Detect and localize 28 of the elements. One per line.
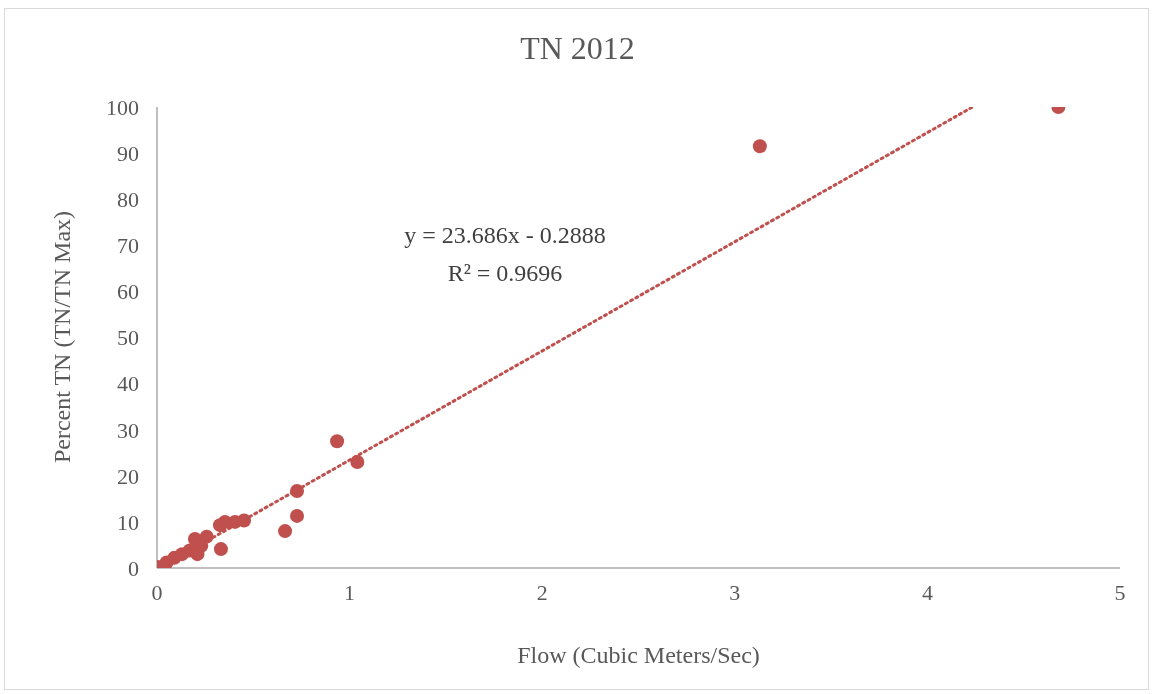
x-tick-label: 1: [344, 579, 356, 605]
annotation: y = 23.686x - 0.2888: [403, 221, 607, 250]
point: [752, 139, 767, 154]
x-axis-title: Flow (Cubic Meters/Sec): [516, 642, 761, 669]
y-tick-label: 20: [117, 463, 139, 489]
y-tick-label: 100: [106, 94, 139, 120]
point: [330, 434, 345, 449]
x-tick-label: 4: [921, 579, 933, 605]
point: [213, 542, 228, 557]
y-tick-label: 70: [117, 233, 139, 259]
y-tick-label: 30: [117, 417, 139, 443]
y-tick-label: 40: [117, 371, 139, 397]
y-tick-label: 80: [117, 187, 139, 213]
point: [278, 524, 293, 539]
x-tick-label: 0: [151, 579, 163, 605]
point: [290, 508, 305, 523]
chart-title: TN 2012: [519, 30, 636, 67]
y-axis-title: Percent TN (TN/TN Max): [48, 210, 76, 464]
x-tick-label: 5: [1114, 579, 1126, 605]
x-tick-label: 3: [729, 579, 741, 605]
y-tick-label: 50: [117, 325, 139, 351]
point: [187, 531, 202, 546]
y-tick-label: 10: [117, 509, 139, 535]
y-tick-label: 90: [117, 140, 139, 166]
x-tick-label: 2: [536, 579, 548, 605]
y-tick-label: 0: [128, 555, 139, 581]
y-tick-label: 60: [117, 279, 139, 305]
annotation: R² = 0.9696: [446, 259, 564, 288]
